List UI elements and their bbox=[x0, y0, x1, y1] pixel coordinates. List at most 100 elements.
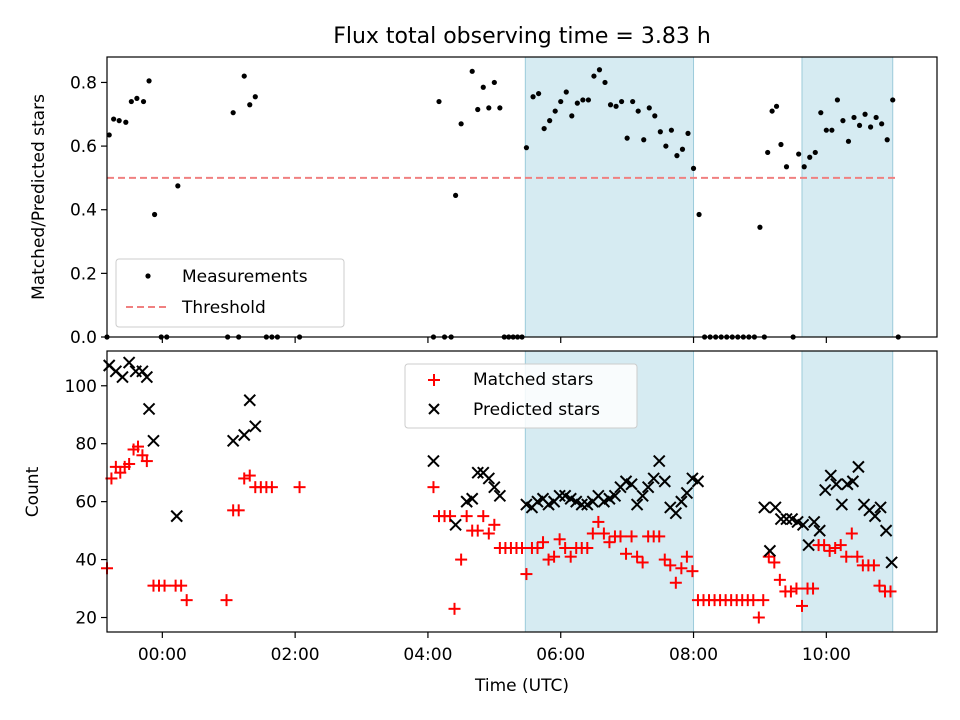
measurement-point bbox=[596, 67, 603, 73]
predicted-star-point bbox=[249, 420, 262, 433]
measurement-point bbox=[569, 113, 575, 119]
measurement-point bbox=[602, 79, 608, 86]
measurement-point bbox=[679, 146, 686, 152]
matched-star-point bbox=[482, 527, 495, 540]
matched-star-point bbox=[180, 594, 193, 607]
predicted-star-point bbox=[796, 518, 810, 532]
matched-star-point bbox=[620, 547, 633, 560]
legend-threshold-label: Threshold bbox=[181, 298, 266, 318]
measurement-point bbox=[128, 98, 134, 105]
measurement-point bbox=[674, 153, 680, 159]
measurement-point bbox=[884, 137, 890, 143]
matched-star-point bbox=[795, 599, 808, 612]
matched-star-point bbox=[520, 568, 533, 581]
measurement-point bbox=[652, 113, 658, 119]
predicted-star-point bbox=[449, 518, 462, 532]
measurement-point bbox=[868, 124, 874, 130]
predicted-star-point bbox=[807, 515, 821, 529]
matched-star-point bbox=[658, 553, 671, 566]
measurement-point bbox=[796, 151, 802, 157]
matched-star-point bbox=[625, 530, 638, 543]
measurement-point bbox=[765, 149, 771, 156]
predicted-star-point bbox=[625, 478, 638, 491]
measurement-point bbox=[497, 105, 503, 111]
predicted-star-point bbox=[780, 512, 793, 526]
measurement-point bbox=[757, 224, 763, 230]
measurement-point bbox=[111, 116, 117, 122]
predicted-star-point bbox=[763, 544, 777, 558]
measurement-point bbox=[458, 121, 464, 127]
bottom-y-tick-label: 60 bbox=[75, 493, 97, 513]
measurement-point bbox=[607, 102, 614, 108]
top-y-axis-label: Matched/Predicted stars bbox=[29, 94, 49, 300]
predicted-star-point bbox=[852, 460, 865, 474]
matched-star-point bbox=[220, 594, 233, 607]
predicted-star-point bbox=[142, 402, 156, 416]
top-y-tick-label: 0.4 bbox=[70, 201, 97, 221]
matched-star-point bbox=[553, 533, 566, 546]
measurement-point bbox=[845, 138, 852, 144]
matched-star-point bbox=[140, 455, 153, 468]
predicted-star-point bbox=[769, 501, 782, 514]
matched-star-point bbox=[564, 550, 577, 563]
observing-window-span bbox=[524, 56, 695, 338]
predicted-star-point bbox=[879, 524, 893, 537]
bottom-y-tick-label: 80 bbox=[75, 435, 97, 455]
x-axis-label: Time (UTC) bbox=[474, 676, 569, 696]
measurement-point bbox=[783, 164, 790, 170]
measurement-point bbox=[807, 154, 813, 160]
matched-star-point bbox=[243, 469, 256, 482]
matched-star-point bbox=[680, 550, 693, 563]
matched-star-point bbox=[636, 556, 649, 569]
predicted-star-point bbox=[122, 356, 136, 369]
legend-measurements-label: Measurements bbox=[182, 267, 308, 287]
predicted-star-point bbox=[147, 434, 160, 448]
predicted-star-point bbox=[819, 483, 832, 497]
predicted-star-point bbox=[774, 512, 788, 526]
matched-star-point bbox=[653, 530, 666, 543]
predicted-star-point bbox=[868, 509, 882, 523]
measurement-point bbox=[856, 122, 863, 129]
measurement-point bbox=[862, 111, 868, 117]
measurement-point bbox=[151, 211, 158, 218]
measurement-point bbox=[453, 192, 459, 199]
matched-star-point bbox=[265, 481, 278, 494]
matched-star-point bbox=[752, 611, 765, 624]
matched-star-point bbox=[238, 472, 251, 485]
measurement-point bbox=[574, 100, 580, 106]
matched-star-point bbox=[597, 527, 610, 540]
measurement-point bbox=[646, 105, 652, 111]
top-axes-frame bbox=[106, 56, 938, 338]
predicted-star-point bbox=[680, 486, 694, 500]
matched-star-point bbox=[790, 582, 803, 595]
measurement-point bbox=[140, 98, 147, 105]
measurement-point bbox=[851, 114, 857, 121]
legend-predicted-marker bbox=[428, 403, 440, 415]
matched-star-point bbox=[784, 585, 797, 598]
legend-measurements-marker bbox=[145, 273, 151, 279]
predicted-star-point bbox=[830, 478, 843, 491]
measurement-point bbox=[541, 125, 547, 132]
measurement-point bbox=[175, 183, 181, 189]
measurement-point bbox=[668, 127, 675, 133]
matched-star-point bbox=[757, 594, 770, 607]
bottom-axes-frame bbox=[106, 350, 938, 633]
legend-matched-marker bbox=[428, 374, 440, 386]
measurement-point bbox=[585, 97, 592, 103]
matched-star-point bbox=[664, 559, 677, 572]
predicted-star-point bbox=[630, 498, 644, 511]
matched-star-point bbox=[548, 550, 561, 563]
measurement-point bbox=[834, 97, 841, 103]
matched-star-point bbox=[823, 544, 836, 557]
matched-star-point bbox=[614, 530, 627, 543]
bottom-legend-box bbox=[404, 363, 638, 429]
measurement-point bbox=[116, 118, 122, 124]
predicted-star-point bbox=[758, 501, 771, 514]
predicted-star-point bbox=[170, 509, 183, 523]
matched-star-point bbox=[873, 579, 886, 592]
matched-star-point bbox=[559, 541, 572, 554]
predicted-star-point bbox=[824, 469, 837, 482]
predicted-star-point bbox=[874, 501, 887, 514]
measurement-point bbox=[685, 130, 691, 136]
